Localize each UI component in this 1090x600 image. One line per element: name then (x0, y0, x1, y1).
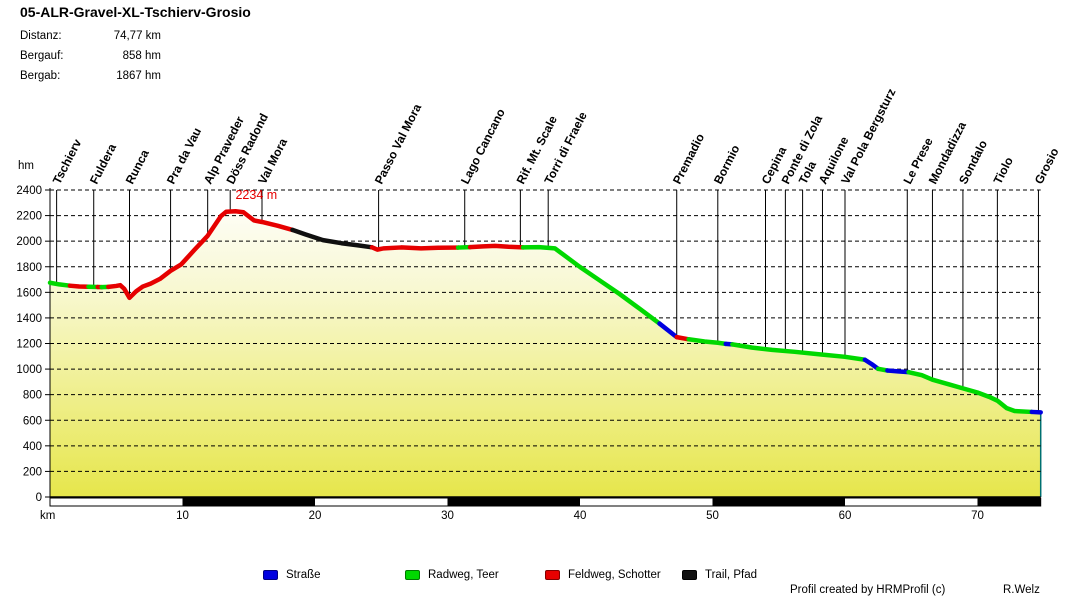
stat-value-bergab: 1867 hm (116, 70, 161, 82)
y-tick-label-1600: 1600 (16, 287, 42, 299)
stat-row-distanz: Distanz: 74,77 km (20, 26, 161, 46)
x-tick-label-40: 40 (574, 510, 587, 522)
y-tick-label-800: 800 (23, 390, 42, 402)
marker-label-runca: Runca (123, 147, 152, 186)
profile-segment-feldweg-1 (67, 283, 91, 289)
legend-swatch-radweg-teer (405, 569, 420, 580)
stat-label-distanz: Distanz: (20, 30, 62, 42)
marker-label-tschierv: Tschierv (50, 137, 85, 187)
marker-label-fuldera: Fuldera (87, 141, 119, 186)
legend-item-radweg-teer: Radweg, Teer (405, 568, 499, 581)
profile-segment-strasse-18 (885, 368, 911, 375)
legend-item-trail-pfad: Trail, Pfad (682, 568, 757, 581)
y-tick-label-200: 200 (23, 466, 42, 478)
marker-label-pra-da-vau: Pra da Vau (164, 125, 204, 186)
x-tick-label-30: 30 (441, 510, 454, 522)
x-tick-label-10: 10 (176, 510, 189, 522)
stat-value-bergauf: 858 hm (122, 50, 161, 62)
page-title: 05-ALR-Gravel-XL-Tschierv-Grosio (20, 4, 251, 20)
distance-bar-black-segment-1 (447, 498, 580, 506)
legend-item-stra-e: Straße (263, 568, 321, 581)
marker-label-sondalo: Sondalo (956, 138, 990, 187)
legend-swatch-trail-pfad (682, 569, 697, 580)
profile-segment-radweg-13 (686, 337, 728, 347)
legend-swatch-stra-e (263, 569, 278, 580)
footer-author: R.Welz (1003, 584, 1040, 596)
peak-annotation: 2234 m (235, 188, 277, 202)
stat-value-distanz: 74,77 km (113, 30, 161, 42)
y-tick-label-1400: 1400 (16, 313, 42, 325)
y-tick-label-2000: 2000 (16, 236, 42, 248)
distance-bar-black-segment-2 (712, 498, 845, 506)
y-tick-label-2200: 2200 (16, 211, 42, 223)
x-axis-unit-label: km (40, 510, 55, 522)
profile-segment-radweg-10 (520, 244, 662, 326)
marker-label-bormio: Bormio (711, 143, 743, 187)
marker-label-val-mora: Val Mora (255, 136, 290, 187)
legend-label-feldweg-schotter: Feldweg, Schotter (568, 568, 661, 581)
profile-segment-radweg-19 (906, 369, 1035, 415)
legend-label-radweg-teer: Radweg, Teer (428, 568, 499, 581)
profile-segment-strasse-16 (862, 357, 881, 372)
marker-label-tiolo: Tiolo (991, 155, 1016, 187)
stats-block: Distanz: 74,77 km Bergauf: 858 hm Bergab… (20, 26, 161, 86)
stat-row-bergauf: Bergauf: 858 hm (20, 46, 161, 66)
y-tick-label-1200: 1200 (16, 339, 42, 351)
marker-label-grosio: Grosio (1032, 146, 1062, 187)
profile-segment-feldweg-7 (369, 245, 461, 252)
profile-segment-trail-6 (290, 227, 375, 250)
profile-segment-feldweg-9 (467, 243, 526, 250)
distance-bar-black-segment-3 (977, 498, 1041, 506)
x-tick-label-50: 50 (706, 510, 719, 522)
profile-segment-radweg-15 (730, 342, 868, 362)
footer-credit: Profil created by HRMProfil (c) (790, 584, 946, 596)
y-tick-label-1800: 1800 (16, 262, 42, 274)
distance-bar-black-segment-0 (182, 498, 315, 506)
stat-label-bergab: Bergab: (20, 70, 61, 82)
profile-segment-radweg-0 (47, 280, 73, 288)
marker-label-lago-cancano: Lago Cancano (458, 106, 508, 186)
marker-label-premadio: Premadio (670, 131, 707, 186)
profile-segment-strasse-11 (657, 321, 679, 340)
marker-label-passo-val-mora: Passo Val Mora (372, 101, 425, 186)
legend-swatch-feldweg-schotter (545, 569, 560, 580)
y-tick-label-400: 400 (23, 441, 42, 453)
y-tick-label-600: 600 (23, 415, 42, 427)
x-tick-label-60: 60 (839, 510, 852, 522)
profile-area-fill (50, 211, 1041, 497)
y-tick-label-0: 0 (36, 492, 42, 504)
y-tick-label-2400: 2400 (16, 185, 42, 197)
legend-label-trail-pfad: Trail, Pfad (705, 568, 757, 581)
profile-segment-feldweg-5 (106, 208, 295, 301)
stat-row-bergab: Bergab: 1867 hm (20, 66, 161, 86)
x-tick-label-70: 70 (971, 510, 984, 522)
stat-label-bergauf: Bergauf: (20, 50, 64, 62)
x-tick-label-20: 20 (309, 510, 322, 522)
marker-label-val-pola-bergsturz: Val Pola Bergsturz (838, 86, 898, 186)
y-axis-unit-label: hm (18, 160, 34, 172)
legend-item-feldweg-schotter: Feldweg, Schotter (545, 568, 661, 581)
legend-label-stra-e: Straße (286, 568, 321, 581)
y-tick-label-1000: 1000 (16, 364, 42, 376)
